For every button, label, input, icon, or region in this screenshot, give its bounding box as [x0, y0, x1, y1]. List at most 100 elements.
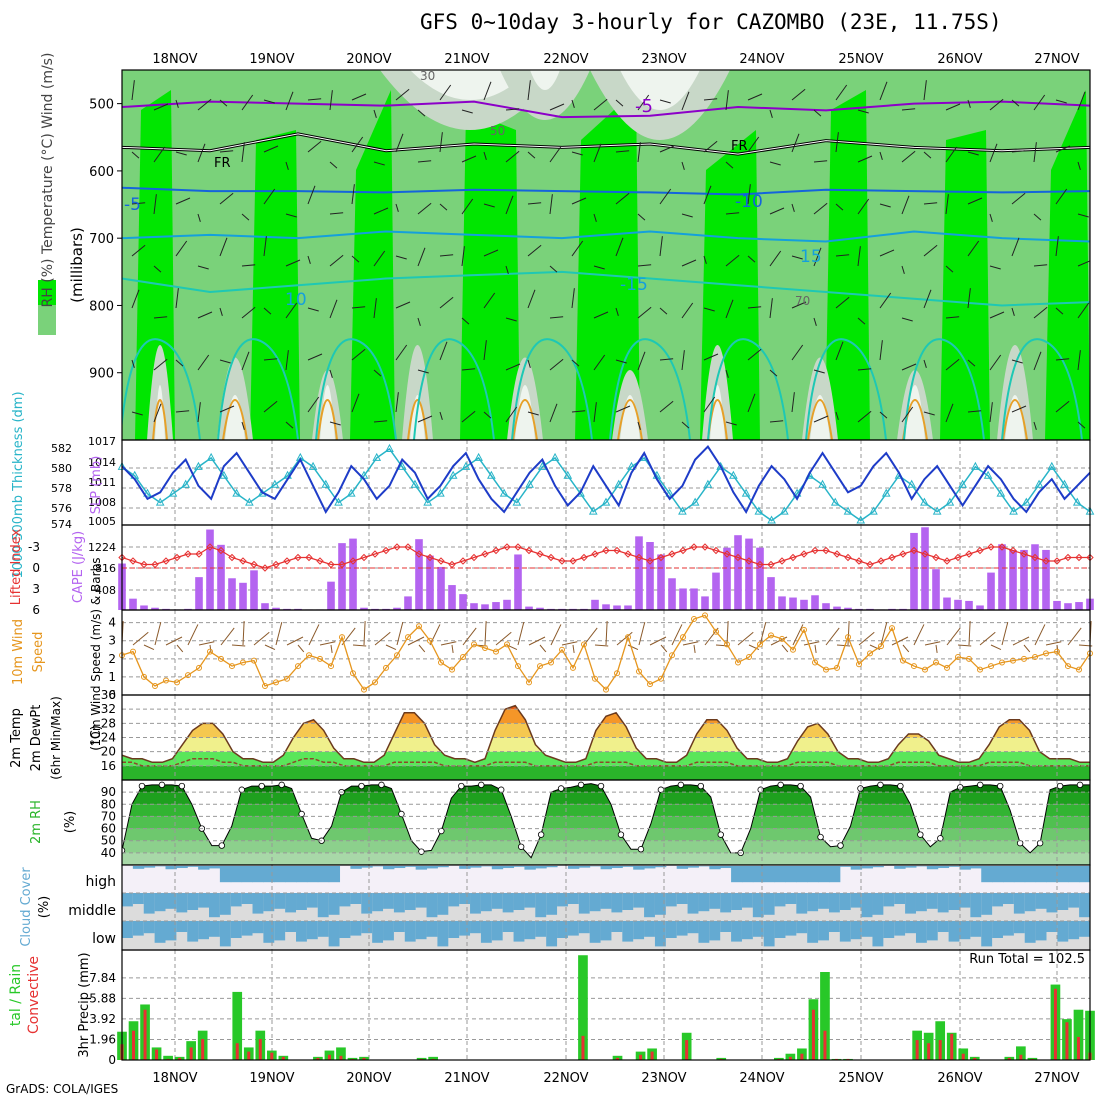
cloud-cell	[187, 921, 199, 942]
wind-barb	[527, 151, 536, 159]
li-point	[811, 546, 819, 555]
cloud-cell	[546, 893, 558, 915]
wind-barb	[285, 91, 294, 111]
cloud-cell	[285, 893, 297, 913]
rh-point	[418, 848, 425, 855]
chart-title: GFS 0~10day 3-hourly for CAZOMBO (23E, 1…	[420, 10, 1002, 34]
wind-barb	[461, 109, 473, 114]
cloud-cell-bg	[350, 893, 362, 921]
cloud-cell	[796, 893, 808, 914]
wind-barb-10m	[1023, 644, 1031, 653]
wind-speed-point	[526, 679, 532, 686]
thickness-point	[321, 479, 331, 488]
cloud-cell	[731, 893, 743, 910]
li-point	[1075, 553, 1083, 562]
wind-barb	[857, 155, 873, 163]
wind-barb-10m	[990, 644, 1002, 650]
wind-barb	[593, 265, 605, 270]
cloud-cell	[970, 893, 982, 918]
li-point	[866, 560, 874, 569]
cloud-cell	[1013, 866, 1026, 883]
cloud-cell	[872, 893, 884, 915]
thickness-point	[143, 488, 152, 497]
cloud-cell-bg	[459, 893, 471, 921]
wind-barb	[153, 146, 166, 163]
cape-bar	[349, 538, 357, 610]
li-point	[921, 550, 929, 558]
wind-barb	[571, 99, 575, 108]
cloud-cell	[426, 921, 438, 937]
cloud-cell	[535, 866, 547, 869]
wind-barb	[791, 392, 795, 413]
wind-barb	[901, 317, 913, 322]
cape-bar	[767, 577, 775, 610]
wind-barb	[725, 90, 729, 111]
cloud-cell	[905, 893, 917, 914]
rh-point	[597, 782, 605, 790]
wind-barb	[307, 185, 316, 205]
wind-barb	[549, 358, 564, 371]
precip-convective-bar	[616, 1057, 620, 1060]
wind-barb-10m	[836, 644, 851, 647]
ytick-label-rh: 70	[101, 809, 116, 823]
li-point	[1009, 546, 1017, 555]
precip-convective-bar	[811, 1009, 815, 1060]
wind-barb-10m	[649, 636, 667, 646]
cloud-cell	[861, 893, 873, 918]
cloud-cell	[665, 921, 678, 938]
wind-barb	[615, 192, 630, 205]
rh-legend-swatch-light	[38, 305, 56, 335]
cloud-cell	[698, 921, 710, 943]
ytick-label-slp: 1005	[88, 515, 116, 528]
cape-bar	[415, 539, 423, 610]
thickness-point	[1072, 497, 1082, 506]
cloud-cell	[774, 893, 786, 907]
wind-barb	[241, 94, 254, 111]
rh-point	[996, 782, 1004, 790]
wind-barb	[351, 136, 364, 153]
cloud-cell	[709, 866, 721, 870]
cloud-cell-bg	[883, 893, 895, 921]
wind-barb	[945, 146, 958, 163]
thickness-point	[181, 479, 191, 488]
cloud-cell	[198, 866, 210, 870]
wind-barb	[241, 351, 250, 371]
cloud-cell	[230, 921, 243, 938]
ytick-label-thickness: 578	[51, 482, 72, 495]
wind-barb	[175, 240, 188, 257]
wind-barb	[615, 359, 627, 364]
cloud-cell	[404, 866, 417, 867]
wind-barb	[967, 151, 979, 156]
precip-convective-bar	[155, 1049, 159, 1060]
wind-speed-point	[680, 634, 686, 641]
wind-barb	[901, 406, 914, 423]
wind-speed-point	[537, 663, 543, 670]
precip-total-bar	[232, 991, 243, 1060]
cloud-cell	[165, 921, 177, 941]
wind-barb	[615, 150, 630, 153]
cloud-level-high: high	[85, 874, 116, 890]
li-point	[734, 553, 742, 562]
wind-barb	[549, 265, 558, 273]
isotherm-20	[805, 338, 887, 440]
cape-bar	[833, 606, 841, 610]
ytick-label-precip: 0	[108, 1053, 116, 1067]
wind-barb	[637, 264, 652, 267]
cloud-cell-bg	[720, 921, 732, 949]
thickness-point	[436, 488, 445, 497]
wind-barb-10m	[528, 636, 546, 646]
ytick-label-thickness: 576	[51, 502, 72, 515]
cloud-cell	[676, 866, 689, 869]
precip-total-bar	[1073, 1009, 1084, 1060]
li-point	[1042, 557, 1050, 565]
wind-barb	[945, 103, 961, 111]
cloud-cell	[219, 921, 232, 947]
wind-speed-point	[350, 670, 356, 677]
li-point	[239, 557, 247, 565]
cloud-cell	[209, 866, 221, 869]
cloud-cell	[448, 921, 460, 938]
cloud-cell	[959, 921, 971, 940]
li-point	[261, 564, 269, 572]
cloud-cell	[644, 866, 656, 869]
wind-barb	[483, 292, 496, 309]
